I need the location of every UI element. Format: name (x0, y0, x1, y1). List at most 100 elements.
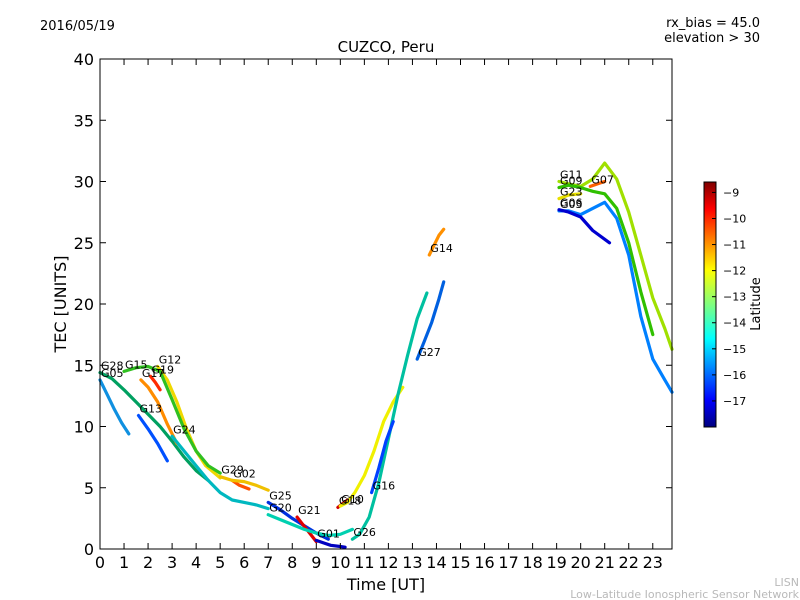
series-label-g18: G18 (339, 494, 362, 507)
series-label-g10: G10 (341, 493, 364, 506)
series-label-g09: G09 (560, 175, 583, 188)
x-tick-label: 21 (595, 553, 615, 572)
x-tick-label: 5 (215, 553, 225, 572)
x-tick-label: 17 (498, 553, 518, 572)
series-label-g27: G27 (418, 346, 441, 359)
series-label-g02: G02 (233, 467, 256, 480)
series-line-g05 (98, 378, 131, 436)
series-label-g07: G07 (591, 173, 614, 186)
x-tick-label: 13 (402, 553, 422, 572)
x-tick-label: 2 (143, 553, 153, 572)
series-layer (98, 161, 674, 549)
series-line-g19 (148, 374, 162, 392)
colorbar-tick-label: −11 (723, 239, 746, 252)
y-tick-label: 20 (74, 295, 94, 314)
series-label-g06: G06 (560, 197, 583, 210)
chart-title: CUZCO, Peru (338, 38, 435, 56)
x-tick-label: 23 (643, 553, 663, 572)
colorbar-tick-label: −12 (723, 265, 746, 278)
colorbar-tick-label: −9 (723, 186, 739, 199)
series-label-g23: G23 (560, 186, 583, 199)
series-label-g20: G20 (269, 502, 292, 515)
series-label-g29: G29 (221, 464, 244, 477)
series-line-g01 (314, 538, 347, 549)
y-tick-label: 35 (74, 111, 94, 130)
series-line-g12 (156, 364, 222, 480)
series-line-g23 (557, 192, 583, 201)
colorbar-label: Latitude (749, 277, 764, 331)
x-tick-label: 7 (263, 553, 273, 572)
x-tick-label: 10 (330, 553, 350, 572)
colorbar-tick-label: −16 (723, 369, 746, 382)
series-label-g01: G01 (317, 527, 340, 540)
x-tick-label: 11 (354, 553, 374, 572)
x-tick-label: 16 (474, 553, 494, 572)
series-label-g17: G17 (142, 367, 165, 380)
series-label-g26: G26 (353, 526, 376, 539)
series-line-g17 (139, 378, 179, 446)
series-label-g16: G16 (373, 480, 396, 493)
colorbar-tick-label: −17 (723, 395, 746, 408)
x-axis-label: Time [UT] (346, 575, 425, 594)
x-tick-label: 4 (191, 553, 201, 572)
x-tick-label: 1 (119, 553, 129, 572)
x-tick-label: 15 (450, 553, 470, 572)
y-tick-label: 30 (74, 173, 94, 192)
x-tick-label: 8 (287, 553, 297, 572)
footer-network-abbr: LISN (774, 576, 799, 589)
colorbar-tick-label: −13 (723, 291, 746, 304)
x-tick-label: 20 (570, 553, 590, 572)
series-label-g19: G19 (152, 363, 175, 376)
x-tick-label: 14 (426, 553, 446, 572)
y-tick-label: 40 (74, 50, 94, 69)
series-label-g21: G21 (298, 504, 321, 517)
series-line-g28 (98, 371, 210, 482)
y-tick-label: 0 (84, 540, 94, 559)
plot-frame (99, 58, 673, 550)
x-tick-label: 12 (378, 553, 398, 572)
series-line-g27 (415, 280, 446, 361)
series-line-g29 (218, 475, 270, 492)
series-line-g13 (136, 413, 169, 463)
y-tick-label: 5 (84, 479, 94, 498)
y-tick-label: 10 (74, 418, 94, 437)
series-label-g28: G28 (101, 360, 124, 373)
x-tick-label: 22 (619, 553, 639, 572)
y-tick-label: 25 (74, 234, 94, 253)
series-line-g15 (122, 364, 222, 475)
x-tick-label: 6 (239, 553, 249, 572)
series-line-g24 (170, 434, 270, 511)
x-tick-label: 19 (546, 553, 566, 572)
footer-network-name: Low-Latitude Ionospheric Sensor Network (570, 588, 799, 600)
series-label-g05: G05 (101, 367, 124, 380)
series-line-g16 (370, 420, 395, 495)
series-label-g25: G25 (269, 489, 292, 502)
series-line-g20 (266, 513, 354, 538)
ticks-layer: 0 1 2 3 4 5 6 7 8 9 10 11 12 13 14 15 16 17 18 19 20 21 22 2305… (74, 50, 672, 572)
header-rx-bias: rx_bias = 45.0 (666, 16, 760, 31)
y-tick-label: 15 (74, 356, 94, 375)
colorbar: −9 −10 −11 −12 −13 −14 −15 −16 −17 Latitude (703, 181, 764, 428)
series-line-g03 (557, 200, 674, 394)
x-tick-label: 3 (167, 553, 177, 572)
series-label-g24: G24 (173, 423, 196, 436)
series-line-g06 (557, 208, 612, 245)
colorbar-tick-label: −14 (723, 317, 746, 330)
series-label-g03: G03 (560, 198, 583, 211)
series-label-g15: G15 (125, 358, 148, 371)
colorbar-tick-label: −10 (723, 212, 746, 225)
series-line-g07 (588, 179, 607, 188)
y-axis-label: TEC [UNITS] (51, 256, 70, 354)
x-tick-label: 9 (311, 553, 321, 572)
x-tick-label: 18 (522, 553, 542, 572)
series-label-g12: G12 (159, 354, 182, 367)
series-label-g11: G11 (560, 169, 583, 182)
header-date: 2016/05/19 (40, 19, 115, 34)
header-elevation: elevation > 30 (664, 31, 760, 46)
series-line-g14 (427, 227, 446, 257)
series-label-g14: G14 (430, 242, 453, 255)
colorbar-gradient (703, 181, 717, 428)
series-label-g13: G13 (140, 403, 163, 416)
